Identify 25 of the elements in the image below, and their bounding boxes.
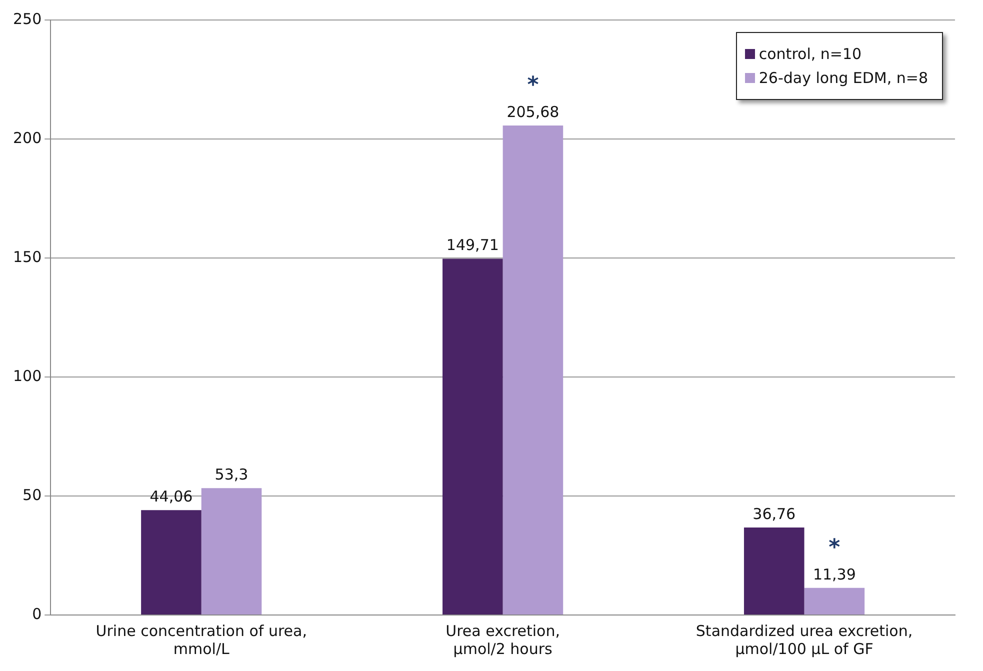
- data-label: 44,06: [150, 488, 193, 506]
- bar: [744, 528, 804, 614]
- bar: [804, 588, 865, 614]
- bar: [442, 258, 503, 614]
- x-tick-label: Urea excretion, µmol/2 hours: [446, 622, 560, 658]
- bar: [201, 488, 262, 614]
- data-label: 53,3: [214, 466, 248, 484]
- annotation: *: [828, 536, 841, 561]
- x-tick-label: Standardized urea excretion, µmol/100 µL of GF: [696, 622, 913, 658]
- y-tick-label: 100: [12, 366, 42, 385]
- data-label: 205,68: [506, 102, 560, 121]
- y-tick-label: 250: [12, 10, 42, 28]
- y-tick-label: 200: [12, 128, 42, 147]
- y-tick-label: 50: [22, 486, 42, 504]
- x-tick-label: Urine concentration of urea, mmol/L: [96, 622, 307, 658]
- annotation: *: [527, 73, 540, 98]
- bar: [141, 510, 202, 614]
- data-label: 149,71: [446, 236, 499, 254]
- data-label: 36,76: [752, 504, 796, 523]
- legend-label: 26-day long EDM, n=8: [758, 69, 928, 87]
- data-label: 11,39: [812, 565, 856, 584]
- legend-label: control, n=10: [758, 45, 863, 63]
- y-tick-label: 150: [12, 248, 42, 266]
- y-tick-label: 0: [32, 604, 42, 623]
- bar: [502, 125, 564, 614]
